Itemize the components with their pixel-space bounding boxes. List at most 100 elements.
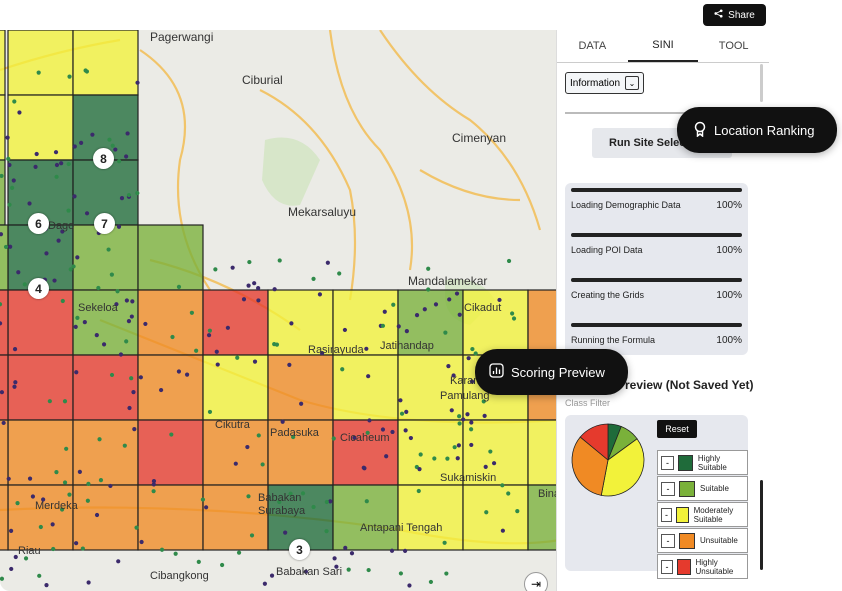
information-dropdown[interactable]: Information ⌄	[565, 72, 645, 94]
minus-icon[interactable]: -	[661, 507, 673, 522]
poi-dot	[33, 164, 38, 169]
poi-dot	[138, 375, 143, 380]
poi-dot	[466, 356, 471, 361]
minus-icon[interactable]: -	[661, 533, 675, 548]
poi-dot	[11, 178, 16, 183]
tab-data[interactable]: DATA	[578, 40, 607, 52]
poi-dot	[7, 162, 12, 168]
place-label: Jatihandap	[380, 340, 434, 352]
legend-row-highly-suitable[interactable]: - Highly Suitable	[657, 450, 748, 475]
poi-dot	[80, 546, 85, 551]
poi-dot	[27, 476, 33, 481]
place-label: Mandalamekar	[408, 274, 488, 288]
legend-row-highly-unsuitable[interactable]: - Highly Unsuitable	[657, 554, 748, 579]
poi-dot	[444, 571, 449, 576]
poi-dot	[447, 297, 452, 302]
poi-dot	[402, 548, 408, 553]
grid-cell	[0, 354, 9, 421]
poi-dot	[12, 347, 18, 352]
poi-dot	[331, 436, 336, 441]
minus-icon[interactable]: -	[661, 455, 675, 470]
progress-percent: 100%	[716, 290, 742, 301]
poi-dot	[79, 140, 84, 146]
pie-slice-moderately-suitable	[600, 438, 645, 497]
pie-slice-unsuitable	[571, 436, 609, 496]
poi-dot	[207, 409, 213, 415]
poi-dot	[189, 310, 194, 315]
poi-dot	[132, 426, 137, 432]
grid-cell	[462, 484, 529, 551]
expand-panel-button[interactable]: ⇥	[524, 572, 548, 591]
poi-dot	[110, 143, 115, 148]
divider	[565, 112, 753, 114]
poi-dot	[324, 529, 329, 534]
poi-dot	[422, 307, 427, 312]
grid-cell	[332, 289, 399, 356]
place-label: Ciburial	[242, 73, 283, 87]
poi-dot	[131, 390, 136, 395]
poi-dot	[77, 469, 82, 474]
tab-tool[interactable]: TOOL	[718, 40, 749, 52]
minus-icon[interactable]: -	[661, 481, 675, 496]
poi-dot	[277, 258, 282, 263]
poi-dot	[36, 70, 41, 75]
poi-dot	[184, 372, 190, 377]
poi-dot	[235, 355, 240, 360]
poi-dot	[366, 374, 371, 379]
grid-marker-3[interactable]: 3	[289, 539, 310, 560]
poi-dot	[349, 551, 355, 556]
share-button[interactable]: Share	[703, 4, 766, 26]
ribbon-icon	[693, 121, 707, 140]
legend-row-moderately-suitable[interactable]: - Moderately Suitable	[657, 502, 748, 527]
poi-dot	[256, 285, 261, 291]
place-label: Sekeloa	[78, 302, 118, 314]
poi-dot	[23, 556, 29, 561]
poi-dot	[75, 315, 80, 320]
place-label: Dago	[48, 220, 75, 232]
poi-dot	[457, 421, 462, 426]
poi-dot	[169, 432, 174, 437]
legend-row-suitable[interactable]: - Suitable	[657, 476, 748, 501]
scrollbar-top[interactable]	[760, 64, 763, 102]
minus-icon[interactable]: -	[661, 559, 673, 574]
poi-dot	[84, 69, 90, 74]
poi-dot	[94, 512, 100, 518]
poi-dot	[214, 349, 219, 354]
poi-dot	[54, 162, 60, 168]
poi-dot	[124, 298, 129, 303]
progress-item: Running the Formula 100%	[571, 323, 742, 346]
poi-dot	[115, 289, 120, 294]
grid-marker-7[interactable]: 7	[94, 213, 115, 234]
grid-cell	[332, 419, 399, 486]
grid-cell	[137, 419, 204, 486]
tab-sini[interactable]: SINI	[627, 30, 699, 62]
poi-dot	[445, 456, 450, 461]
poi-dot	[457, 312, 462, 317]
legend-label: Unsuitable	[700, 536, 738, 545]
poi-dot	[41, 497, 46, 502]
poi-dot	[96, 285, 101, 291]
grid-marker-8[interactable]: 8	[93, 148, 114, 169]
grid-marker-4[interactable]: 4	[28, 278, 49, 299]
poi-dot	[0, 232, 4, 237]
reset-button[interactable]: Reset	[657, 420, 697, 438]
progress-bar	[571, 278, 742, 282]
chart-icon	[489, 363, 504, 381]
poi-dot	[60, 229, 65, 234]
poi-dot	[367, 418, 372, 423]
place-label: Riau	[18, 545, 41, 557]
grid-marker-6[interactable]: 6	[28, 213, 49, 234]
poi-dot	[30, 494, 36, 499]
grid-cell	[137, 484, 204, 551]
preview-title: Preview (Not Saved Yet)	[617, 378, 754, 392]
poi-dot	[3, 244, 9, 250]
poi-dot	[9, 528, 14, 533]
scrollbar[interactable]	[760, 480, 763, 570]
legend-row-unsuitable[interactable]: - Unsuitable	[657, 528, 748, 553]
poi-dot	[71, 264, 76, 269]
poi-dot	[27, 201, 32, 206]
place-label: Cicaheum	[340, 432, 390, 444]
scoring-preview-tooltip: Scoring Preview	[475, 349, 628, 395]
legend-label: Highly Suitable	[697, 453, 727, 472]
location-ranking-tooltip: Location Ranking	[677, 107, 837, 153]
